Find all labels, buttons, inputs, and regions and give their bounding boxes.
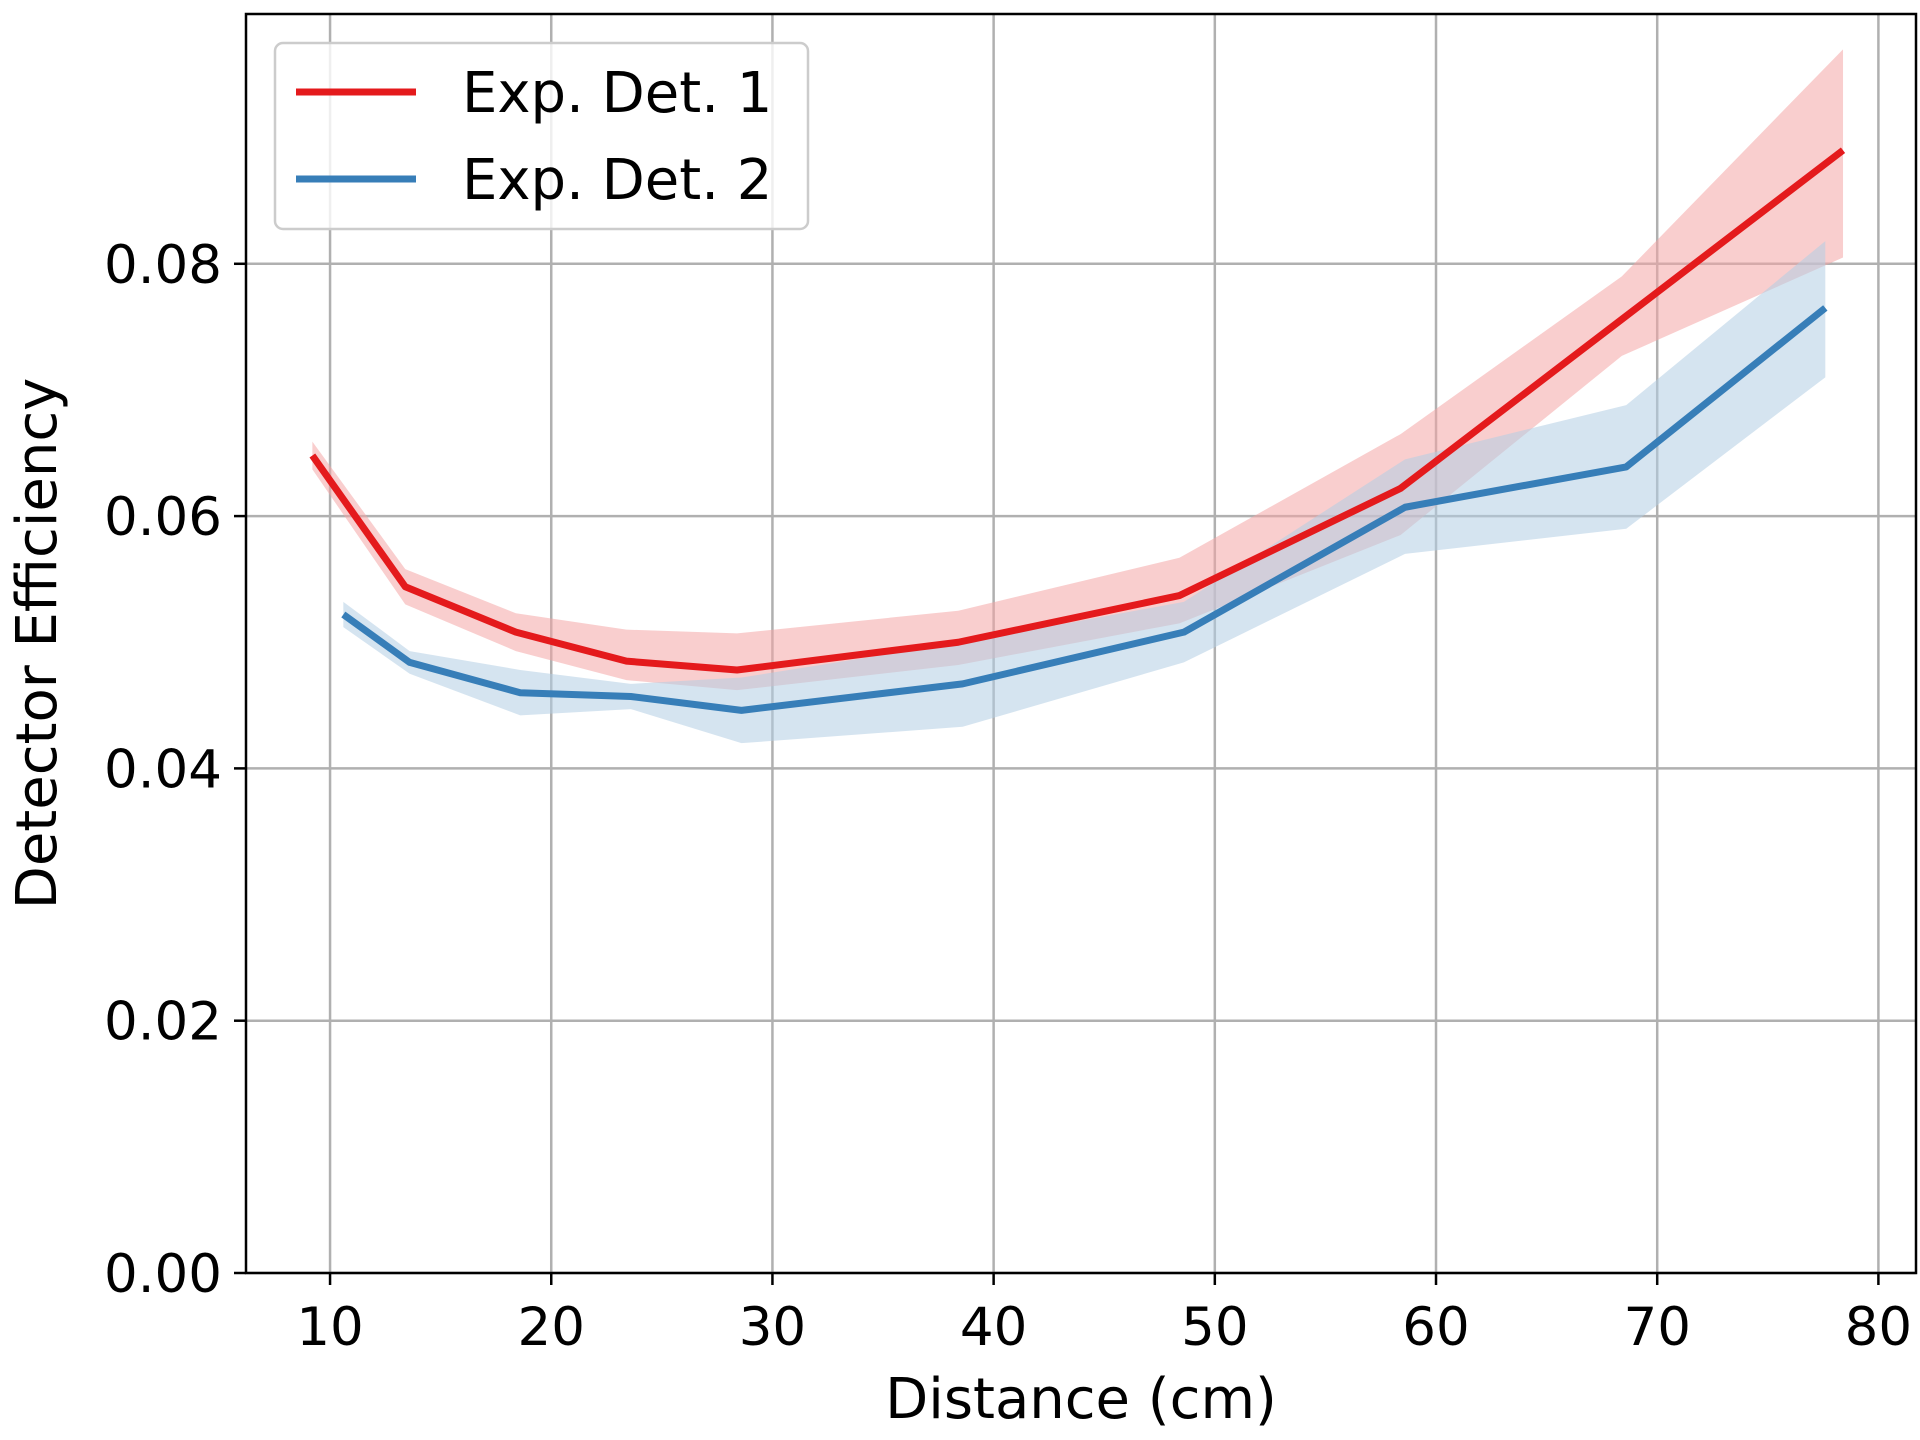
error-band-series-1	[312, 49, 1844, 691]
series-lines	[309, 147, 1846, 714]
x-tick-label: 40	[960, 1297, 1027, 1358]
y-tick-label: 0.06	[104, 487, 222, 548]
y-tick-label: 0.04	[104, 739, 222, 800]
x-tick-label: 30	[739, 1297, 806, 1358]
y-tick-label: 0.08	[104, 235, 222, 296]
legend: Exp. Det. 1 Exp. Det. 2	[273, 41, 810, 231]
x-tick-label: 60	[1402, 1297, 1469, 1358]
legend-label-series-1: Exp. Det. 1	[462, 61, 772, 126]
error-band-series-2	[343, 241, 1826, 744]
x-tick-label: 50	[1181, 1297, 1248, 1358]
plot-frame	[244, 12, 1918, 1275]
x-axis-ticks: 10 20 30 40 50 60 70 80	[296, 1273, 1912, 1358]
x-tick-label: 20	[518, 1297, 585, 1358]
x-axis-label: Distance (cm)	[885, 1367, 1277, 1432]
line-series-1	[309, 147, 1846, 674]
y-tick-label: 0.02	[104, 992, 222, 1053]
y-axis-label: Detector Efficiency	[5, 378, 70, 910]
legend-label-series-2: Exp. Det. 2	[462, 148, 772, 213]
x-tick-label: 70	[1623, 1297, 1690, 1358]
x-tick-label: 80	[1845, 1297, 1912, 1358]
line-series-2	[341, 305, 1828, 714]
y-axis-ticks: 0.00 0.02 0.04 0.06 0.08	[104, 235, 246, 1305]
y-tick-label: 0.00	[104, 1244, 222, 1305]
x-tick-label: 10	[296, 1297, 363, 1358]
error-bands	[312, 49, 1844, 744]
